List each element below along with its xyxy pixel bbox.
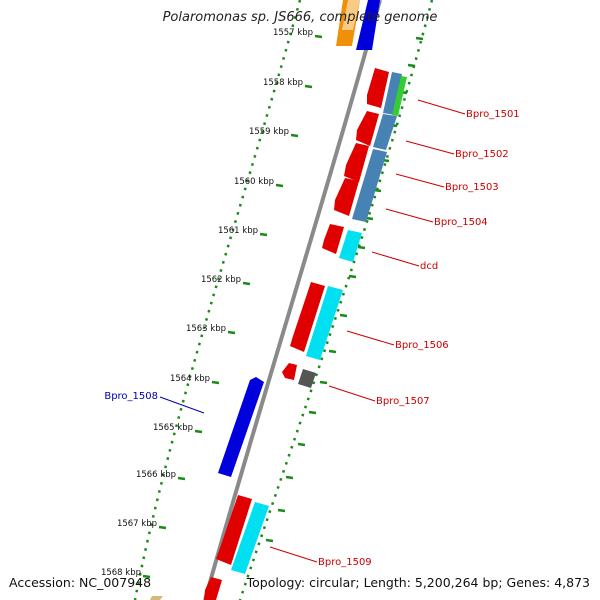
gene-label[interactable]: Bpro_1506 [395,340,449,351]
tick-label: 1567 kbp [117,519,157,529]
ring-dash [308,410,317,415]
tick-label: 1566 kbp [136,470,176,480]
tick-mark [290,133,299,138]
accession-text: Accession: NC_007948 [9,575,152,590]
cds-bpro-1504[interactable] [334,178,359,216]
tick-mark [227,330,236,335]
ring-dash [319,380,328,385]
gene-label-line [385,208,434,223]
ring-dash [328,349,337,354]
tick-label: 1560 kbp [234,177,274,187]
ring-dash [265,538,274,543]
cog-bpro-1503[interactable] [352,149,387,222]
ring-dash [277,508,286,513]
cog-bpro-1506[interactable] [306,286,343,360]
cds-bpro-1507[interactable] [282,363,297,380]
tick-mark [314,34,323,39]
cds-dcd[interactable] [322,224,344,254]
tick-mark [304,84,313,89]
cog-dcd[interactable] [339,230,362,262]
tick-label: 1561 kbp [218,226,258,236]
tick-mark [242,281,251,286]
cds-bpro-1509[interactable] [216,495,252,565]
gene-label[interactable]: Bpro_1501 [466,109,520,120]
gene-label[interactable]: Bpro_1502 [455,149,509,160]
tick-label: 1558 kbp [263,78,303,88]
cds-bpro-1503[interactable] [344,143,369,182]
gene-label-line [371,251,420,267]
tick-label: 1559 kbp [249,127,289,137]
tick-label: 1557 kbp [273,28,313,38]
cog-bpro-1507[interactable] [298,369,316,388]
gene-label[interactable]: Bpro_1507 [376,396,430,407]
ring-dash [339,313,348,318]
gene-label[interactable]: Bpro_1508 [104,391,158,402]
cds-bottom-tan [150,596,163,600]
ring-dash [357,245,366,250]
inner-gc-ring [133,0,302,600]
genome-title: Polaromonas sp. JS666, complete genome [162,10,438,25]
gene-label-line [395,173,445,188]
tick-label: 1565 kbp [153,423,193,433]
cog-bpro-1501[interactable] [383,72,402,115]
tick-mark [275,183,284,188]
ring-dash [365,216,374,221]
tick-mark [142,574,151,579]
gene-label-line [328,385,376,402]
tick-label: 1563 kbp [186,324,226,334]
ring-dash [297,442,306,447]
cds-reverse-top[interactable] [356,0,380,50]
tick-layer: 1557 kbp 1558 kbp 1559 kbp 1560 kbp 1561 kbp… [101,28,424,579]
cds-orange-light [342,0,360,30]
gene-label[interactable]: Bpro_1503 [445,182,499,193]
cds-bpro-1501[interactable] [367,68,389,108]
cog-bpro-1501-green[interactable] [392,76,407,116]
gene-label[interactable]: Bpro_1504 [434,217,488,228]
tick-label: 1568 kbp [101,568,141,578]
tick-mark [259,232,268,237]
ring-dash [415,36,424,41]
tick-mark [158,525,167,530]
ring-dash [407,63,416,68]
gene-label-line [417,99,466,115]
gene-label-line [159,396,205,414]
cds-bpro-1506[interactable] [290,282,325,352]
cds-bottom-forward[interactable] [204,577,222,600]
tick-label: 1564 kbp [170,374,210,384]
cds-bpro-1502[interactable] [356,111,379,146]
cds-bpro-1508[interactable] [218,377,264,477]
gene-label-line [346,330,395,346]
backbone [203,0,382,600]
tick-label: 1562 kbp [201,275,241,285]
gene-label-line [269,546,318,563]
ring-dash [285,475,294,480]
tick-mark [194,429,203,434]
cog-bpro-1502[interactable] [373,114,397,150]
tick-mark [211,380,220,385]
gene-label[interactable]: Bpro_1509 [318,557,372,568]
gene-label-line [405,140,455,155]
tick-mark [177,476,186,481]
ring-dash [348,274,357,279]
genome-summary-text: Topology: circular; Length: 5,200,264 bp… [246,575,590,590]
cog-bpro-1509[interactable] [231,502,269,574]
gene-label[interactable]: dcd [420,261,438,272]
